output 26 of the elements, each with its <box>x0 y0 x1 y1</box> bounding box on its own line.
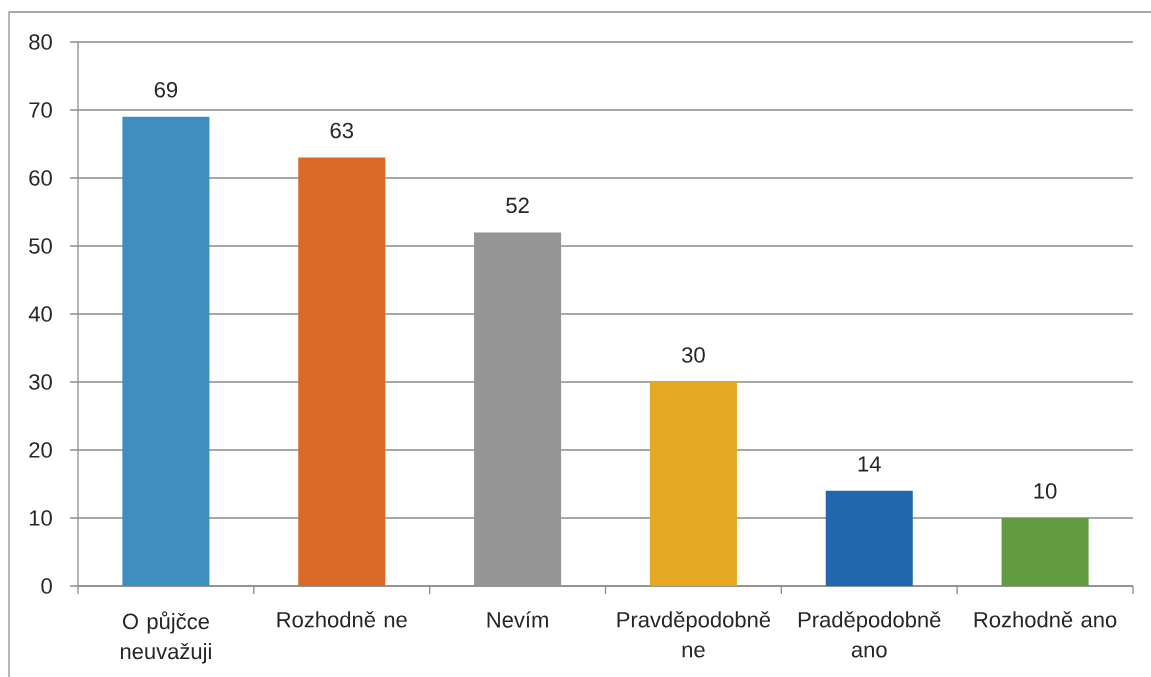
bar <box>649 381 737 586</box>
y-tick-label: 20 <box>29 442 52 458</box>
data-label: 52 <box>506 197 529 214</box>
data-label: 63 <box>330 122 354 139</box>
data-label: 30 <box>682 347 705 363</box>
y-tick-label: 0 <box>41 578 52 594</box>
x-tick-label: Pravděpodobně ne <box>617 611 771 658</box>
y-tick-label: 60 <box>29 170 52 186</box>
data-label: 69 <box>154 81 178 98</box>
y-tick-label: 80 <box>29 34 52 50</box>
x-tick-label: Rozhodně ne <box>277 611 407 628</box>
y-tick-label: 70 <box>29 102 52 118</box>
bar <box>1001 517 1089 586</box>
y-tick-label: 50 <box>29 238 52 254</box>
bar <box>298 157 386 586</box>
bar <box>825 490 913 586</box>
x-tick-label: Nevím <box>487 611 548 628</box>
y-tick-label: 40 <box>28 306 52 322</box>
y-tick-label: 10 <box>29 510 52 526</box>
x-tick-label: Praděpodobně ano <box>798 611 941 658</box>
x-tick-label: O půjčce neuvažuji <box>120 611 211 664</box>
data-label: 14 <box>858 456 881 472</box>
y-tick-label: 30 <box>29 374 52 390</box>
data-label: 10 <box>1034 483 1057 499</box>
x-tick-label: Rozhodně ano <box>974 611 1117 628</box>
bar <box>122 116 210 586</box>
